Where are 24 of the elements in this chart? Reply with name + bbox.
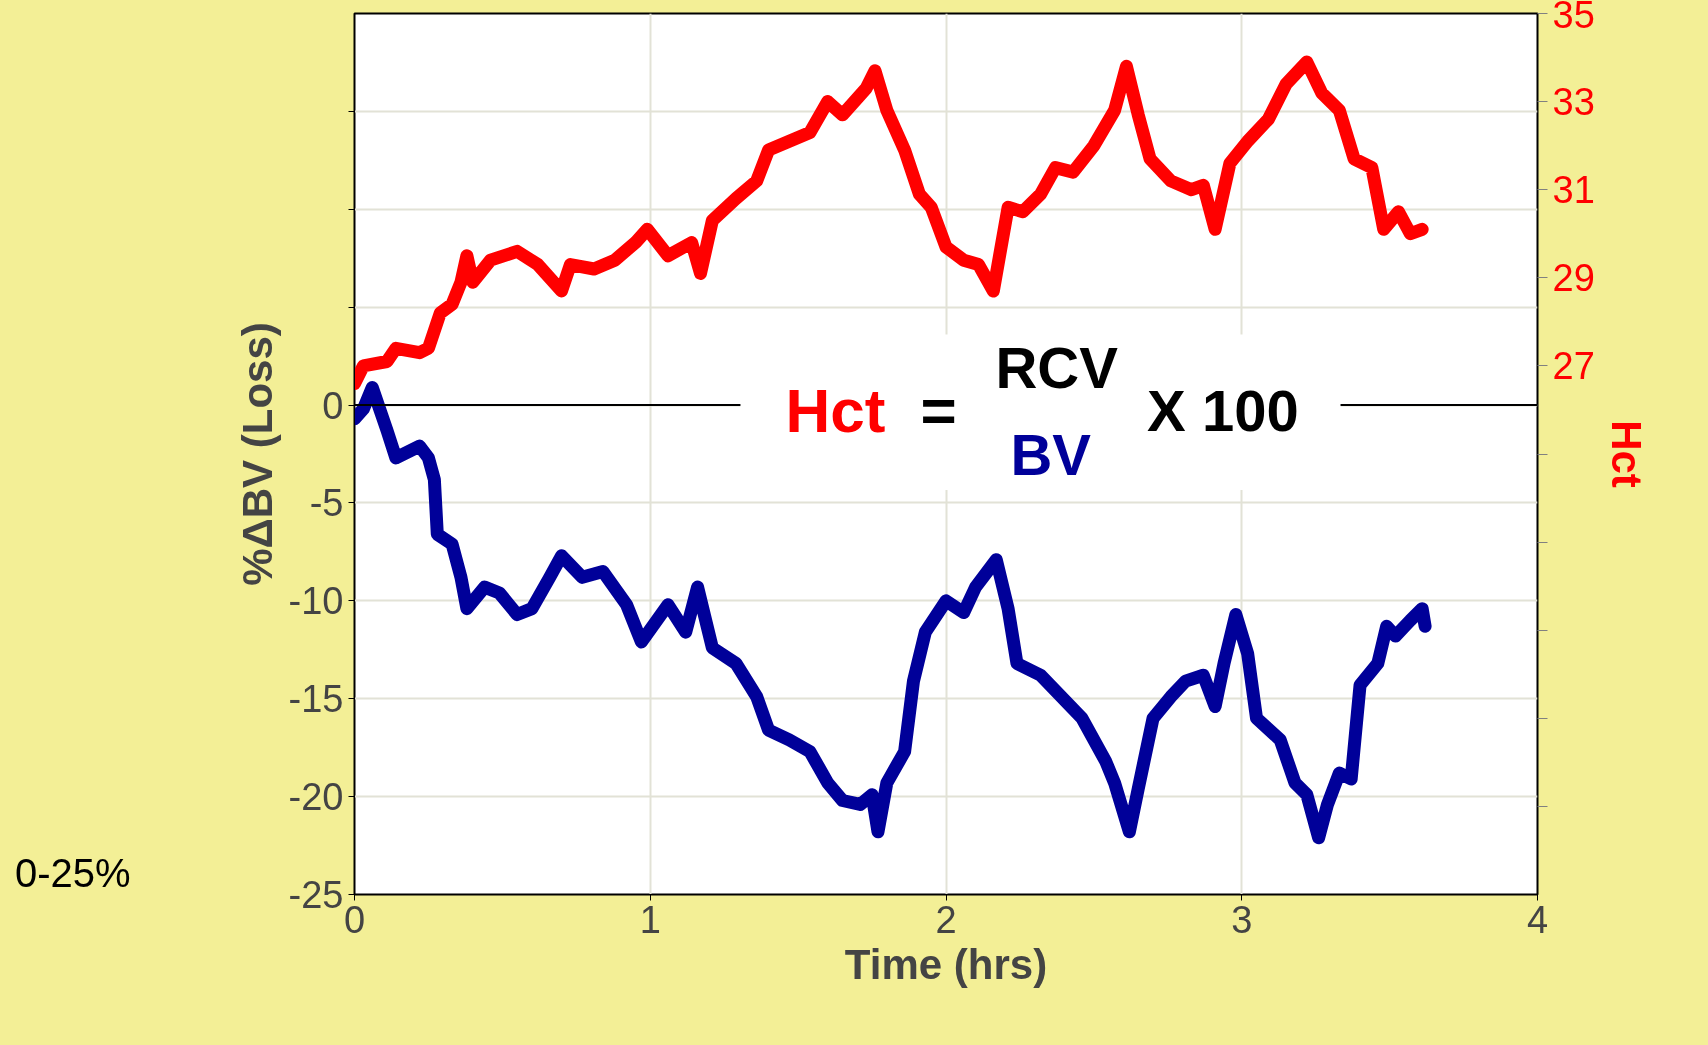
y2-tick-label: 35 bbox=[1552, 0, 1595, 36]
x-axis-title: Time (hrs) bbox=[844, 940, 1048, 988]
y2-tick-label: 27 bbox=[1552, 345, 1595, 388]
y-tick-label: -15 bbox=[288, 678, 344, 721]
text: 0-25% bbox=[15, 850, 131, 897]
annotation: RCV bbox=[995, 334, 1119, 400]
y2-tick-label: 29 bbox=[1552, 257, 1595, 300]
y-tick-label: -10 bbox=[288, 580, 344, 623]
annotation: Hct bbox=[785, 375, 886, 445]
x-tick-label: 4 bbox=[1526, 898, 1549, 941]
y2-axis-title: Hct bbox=[1602, 420, 1650, 488]
y-tick-label: -20 bbox=[288, 776, 344, 819]
x-tick-label: 3 bbox=[1231, 898, 1253, 941]
x-tick-label: 2 bbox=[935, 898, 957, 941]
y2-tick-label: 33 bbox=[1552, 81, 1595, 124]
y-axis-title: %ΔBV (Loss) bbox=[233, 322, 281, 586]
y-tick-label: -25 bbox=[288, 874, 344, 916]
y-tick-label: 0 bbox=[322, 384, 344, 427]
x-tick-label: 1 bbox=[639, 898, 661, 941]
annotation: X 100 bbox=[1147, 377, 1299, 443]
annotation: BV bbox=[1010, 422, 1092, 488]
y-tick-label: -5 bbox=[309, 482, 344, 525]
annotation: = bbox=[920, 375, 957, 445]
y2-tick-label: 31 bbox=[1552, 169, 1595, 212]
